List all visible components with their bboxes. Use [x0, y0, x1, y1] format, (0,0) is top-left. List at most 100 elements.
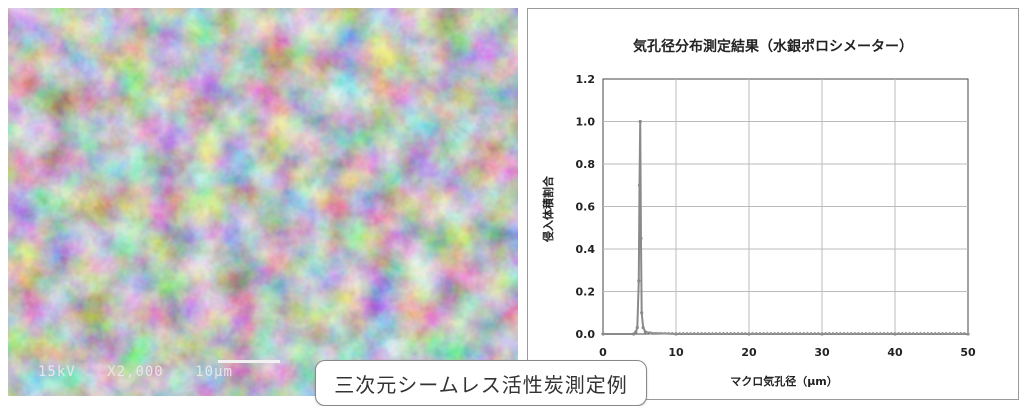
y-tick-label: 0.2 — [576, 286, 596, 299]
baseline-point — [722, 331, 725, 335]
data-point — [638, 119, 642, 124]
baseline-point — [923, 331, 926, 335]
baseline-point — [784, 331, 787, 335]
baseline-point — [853, 331, 856, 335]
baseline-point — [788, 331, 791, 335]
sem-voltage: 15kV — [38, 364, 76, 380]
x-tick-label: 30 — [814, 346, 830, 359]
x-tick-label: 50 — [960, 346, 976, 359]
baseline-point — [831, 331, 835, 335]
x-axis-label: マクロ気孔径（μm） — [730, 374, 838, 388]
baseline-point — [693, 331, 696, 335]
baseline-point — [747, 331, 751, 335]
y-tick-label: 1.2 — [576, 73, 596, 86]
baseline-point — [850, 331, 853, 335]
y-tick-label: 0.6 — [576, 201, 596, 214]
baseline-point — [861, 331, 864, 335]
baseline-point — [912, 331, 915, 335]
baseline-point — [846, 331, 849, 335]
data-point — [637, 183, 642, 187]
baseline-point — [649, 331, 652, 335]
y-axis-label: 侵入体積割合 — [541, 175, 555, 243]
baseline-point — [945, 331, 948, 335]
baseline-point — [806, 331, 809, 335]
baseline-point — [715, 331, 718, 335]
baseline-point — [780, 331, 783, 335]
baseline-point — [755, 331, 758, 335]
caption-label: 三次元シームレス活性炭測定例 — [315, 360, 647, 406]
baseline-point — [663, 331, 667, 335]
x-tick-label: 10 — [668, 346, 684, 359]
baseline-point — [930, 331, 933, 335]
data-point — [639, 236, 643, 240]
y-tick-label: 1.0 — [576, 116, 596, 129]
y-tick-label: 0.4 — [576, 243, 596, 256]
chart-title: 気孔径分布測定結果（水銀ポロシメーター） — [633, 38, 913, 55]
data-point — [635, 326, 639, 330]
baseline-point — [908, 331, 911, 335]
baseline-point — [879, 331, 882, 335]
sem-magnification: X2,000 — [107, 364, 164, 380]
baseline-point — [835, 331, 838, 335]
baseline-point — [700, 331, 703, 335]
baseline-point — [653, 331, 656, 335]
baseline-point — [809, 331, 813, 335]
sem-scale-label: 10μm — [195, 364, 233, 380]
baseline-point — [955, 331, 959, 335]
baseline-point — [762, 331, 765, 335]
data-point — [634, 330, 638, 334]
baseline-point — [828, 331, 831, 335]
baseline-point — [919, 331, 922, 335]
baseline-point — [886, 331, 889, 335]
baseline-point — [729, 331, 732, 335]
baseline-point — [795, 331, 798, 335]
baseline-point — [842, 331, 845, 335]
data-point — [632, 332, 636, 336]
baseline-point — [882, 331, 886, 335]
baseline-point — [857, 331, 860, 335]
baseline-point — [678, 331, 681, 335]
baseline-point — [733, 331, 736, 335]
baseline-point — [645, 331, 648, 335]
x-tick-label: 0 — [599, 346, 607, 359]
baseline-point — [941, 331, 944, 335]
baseline-point — [966, 331, 970, 335]
baseline-point — [689, 331, 692, 335]
baseline-point — [671, 331, 674, 335]
y-tick-label: 0.0 — [576, 328, 596, 341]
baseline-point — [704, 331, 707, 335]
sem-texture — [8, 8, 518, 396]
pore-distribution-chart: 気孔径分布測定結果（水銀ポロシメーター） 侵入体積割合 マクロ気孔径（μm） 0… — [541, 38, 976, 388]
baseline-point — [893, 331, 897, 335]
data-point — [601, 332, 605, 336]
baseline-point — [656, 331, 659, 335]
baseline-point — [937, 331, 940, 335]
y-tick-label: 0.8 — [576, 158, 596, 171]
baseline-point — [839, 331, 842, 335]
baseline-point — [824, 331, 827, 335]
baseline-point — [817, 331, 820, 335]
baseline-point — [901, 331, 904, 335]
baseline-point — [740, 331, 743, 335]
baseline-point — [820, 331, 824, 335]
baseline-point — [799, 331, 802, 335]
baseline-point — [726, 331, 729, 335]
baseline-point — [696, 331, 699, 335]
baseline-point — [890, 331, 893, 335]
baseline-point — [682, 331, 685, 335]
baseline-point — [758, 331, 762, 335]
plot-area: 0.0 0.2 0.4 0.6 0.8 1.0 1.2 0 10 20 30 40 50 — [576, 73, 976, 359]
baseline-point — [751, 331, 754, 335]
baseline-point — [791, 331, 794, 335]
baseline-point — [875, 331, 878, 335]
baseline-point — [685, 331, 689, 335]
baseline-point — [934, 331, 937, 335]
baseline-point — [963, 331, 966, 335]
sem-info-bar: 15kV X2,000 10μm — [38, 364, 255, 380]
sem-micrograph: 15kV X2,000 10μm — [8, 8, 518, 396]
baseline-point — [868, 331, 871, 335]
baseline-point — [769, 331, 772, 335]
baseline-point — [660, 331, 663, 335]
baseline-point — [736, 331, 740, 335]
chart-panel: 気孔径分布測定結果（水銀ポロシメーター） 侵入体積割合 マクロ気孔径（μm） 0… — [527, 8, 1019, 400]
